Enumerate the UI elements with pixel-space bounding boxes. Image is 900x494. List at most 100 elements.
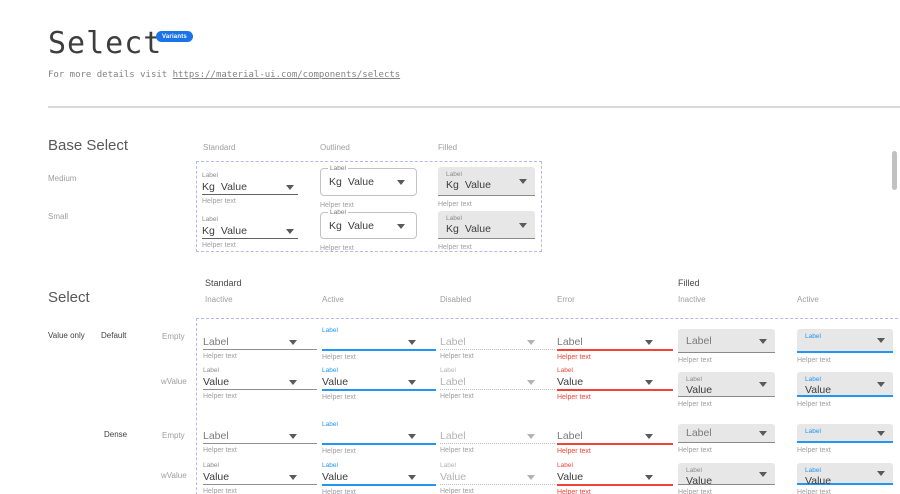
start-adornment: Kg <box>446 223 459 235</box>
select-control[interactable]: Label <box>797 424 893 443</box>
dropdown-arrow-icon <box>289 340 297 345</box>
start-adornment: Kg <box>202 181 215 193</box>
select-control[interactable]: Label Kg Value <box>438 211 535 239</box>
base-select-heading: Base Select <box>48 137 129 154</box>
dropdown-arrow-icon <box>519 179 527 184</box>
dropdown-arrow-icon <box>408 475 416 480</box>
select-control[interactable]: Value <box>557 471 673 484</box>
select-standard-error-empty: Label Helper text <box>557 326 673 362</box>
select-control[interactable]: Label Value <box>678 463 775 487</box>
base-outlined-select-medium: Label Kg Value Helper text <box>320 165 417 210</box>
column-header-outlined: Outlined <box>320 143 350 152</box>
select-states-outline <box>196 318 900 494</box>
select-control[interactable]: Label Value <box>797 463 893 487</box>
dropdown-arrow-icon <box>645 434 653 439</box>
select-control[interactable]: Value <box>203 376 317 389</box>
column-header-filled-active: Active <box>797 295 819 304</box>
select-underline <box>557 349 673 351</box>
select-value: Value <box>347 219 374 232</box>
select-filled-inactive-with-value: Label Value Helper text <box>678 372 775 409</box>
group-header-standard: Standard <box>205 278 242 288</box>
helper-text: Helper text <box>322 489 356 494</box>
row-header-default: Default <box>101 331 127 340</box>
helper-text: Helper text <box>203 353 237 360</box>
select-control[interactable]: Label <box>440 376 555 389</box>
dropdown-arrow-icon <box>527 434 535 439</box>
select-control[interactable]: Label Value <box>678 372 775 397</box>
select-control[interactable] <box>322 336 436 349</box>
start-adornment: Kg <box>329 219 342 232</box>
select-label: Label <box>322 462 338 469</box>
select-control[interactable]: Label Kg Value <box>320 165 417 196</box>
select-underline <box>202 238 298 239</box>
select-value: Value <box>203 376 230 388</box>
dropdown-arrow-icon <box>527 475 535 480</box>
select-label: Label <box>322 421 338 428</box>
row-header-medium: Medium <box>48 174 77 183</box>
select-control[interactable]: Kg Value <box>202 224 298 238</box>
row-header-value-only: Value only <box>48 331 85 340</box>
select-label <box>557 420 673 430</box>
dropdown-arrow-icon <box>527 340 535 345</box>
select-standard-inactive-dense-with-value: Label Value Helper text <box>203 461 317 494</box>
select-control[interactable]: Value <box>322 376 436 389</box>
select-control[interactable]: Label <box>203 336 317 349</box>
select-underline <box>557 484 673 486</box>
select-control[interactable]: Label <box>203 430 317 443</box>
select-underline <box>203 443 317 444</box>
scrollbar-thumb[interactable] <box>892 151 897 190</box>
select-control[interactable]: Label <box>678 424 775 443</box>
dropdown-arrow-icon <box>286 229 294 234</box>
select-control[interactable]: Label Value <box>797 372 893 397</box>
select-value: Value <box>347 176 374 188</box>
select-label: Label <box>322 327 338 334</box>
select-control[interactable]: Label <box>440 336 555 349</box>
page-title: Select <box>48 26 163 61</box>
select-control[interactable]: Value <box>322 471 436 484</box>
variants-badge[interactable]: Variants <box>156 31 193 42</box>
select-control[interactable]: Label Kg Value <box>320 209 417 239</box>
docs-link[interactable]: https://material-ui.com/components/selec… <box>172 70 401 80</box>
dropdown-arrow-icon <box>397 223 405 229</box>
select-label <box>440 326 555 336</box>
start-adornment: Kg <box>446 179 459 191</box>
dropdown-arrow-icon <box>286 185 294 190</box>
helper-text: Helper text <box>678 447 712 454</box>
select-label: Label <box>805 333 821 340</box>
select-label: Label <box>203 367 219 374</box>
select-control[interactable]: Label <box>557 336 673 349</box>
select-label <box>203 420 317 430</box>
select-control[interactable]: Label Kg Value <box>438 167 535 196</box>
select-control[interactable]: Label <box>678 329 775 353</box>
dropdown-arrow-icon <box>759 382 767 387</box>
select-underline <box>557 443 673 445</box>
select-value: Label <box>557 336 583 348</box>
select-control[interactable]: Kg Value <box>202 180 298 194</box>
select-underline <box>322 389 436 391</box>
select-value: Value <box>464 179 491 191</box>
select-control[interactable] <box>322 430 436 443</box>
dropdown-arrow-icon <box>408 434 416 439</box>
select-label: Label <box>203 462 219 469</box>
dropdown-arrow-icon <box>877 471 885 476</box>
select-label: Label <box>805 467 821 474</box>
dropdown-arrow-icon <box>397 180 405 185</box>
select-control[interactable]: Label <box>797 329 893 353</box>
dropdown-arrow-icon <box>408 340 416 345</box>
select-value: Label <box>557 430 583 442</box>
dropdown-arrow-icon <box>289 434 297 439</box>
select-control[interactable]: Value <box>440 471 555 484</box>
select-control[interactable]: Label <box>440 430 555 443</box>
select-value: Label <box>440 336 466 348</box>
column-header-inactive: Inactive <box>205 295 233 304</box>
start-adornment: Kg <box>329 176 342 188</box>
select-filled-active-dense-with-value: Label Value Helper text <box>797 463 893 494</box>
column-header-filled: Filled <box>438 143 458 152</box>
row-header-wvalue: wValue <box>161 377 187 386</box>
helper-text: Helper text <box>797 447 831 454</box>
select-control[interactable]: Value <box>557 376 673 389</box>
select-label: Label <box>440 462 456 469</box>
select-control[interactable]: Value <box>203 471 317 484</box>
select-control[interactable]: Label <box>557 430 673 443</box>
select-underline <box>203 484 317 485</box>
